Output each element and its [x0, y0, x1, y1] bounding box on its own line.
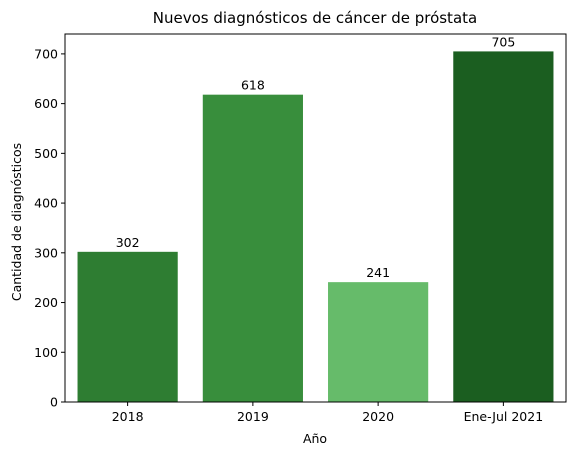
bar-2018: [77, 251, 178, 402]
y-tick-label: 500: [34, 146, 58, 161]
bar-ene-jul-2021: [453, 51, 554, 402]
y-tick-label: 600: [34, 96, 58, 111]
bar-2019: [202, 94, 303, 403]
y-tick-label: 0: [50, 395, 58, 410]
data-label: 705: [491, 34, 515, 49]
x-tick-label: Ene-Jul 2021: [464, 409, 544, 424]
y-tick-label: 700: [34, 46, 58, 61]
y-tick-label: 400: [34, 196, 58, 211]
x-tick-label: 2019: [237, 409, 269, 424]
y-tick-label: 100: [34, 345, 58, 360]
x-tick-label: 2020: [362, 409, 394, 424]
data-label: 241: [366, 265, 390, 280]
data-label: 618: [241, 78, 265, 93]
x-axis-label: Año: [303, 431, 327, 446]
y-tick-label: 300: [34, 245, 58, 260]
axes-frame: [64, 33, 567, 403]
chart-title: Nuevos diagnósticos de cáncer de próstat…: [153, 9, 477, 27]
plot-area: 302 2018 618 2019 241 2020 705 Ene-Jul 2021 0 100…: [34, 33, 567, 424]
data-label: 302: [116, 235, 140, 250]
x-tick-label: 2018: [112, 409, 144, 424]
y-tick-label: 200: [34, 295, 58, 310]
bar-2020: [328, 282, 429, 402]
y-axis-label: Cantidad de diagnósticos: [9, 143, 24, 301]
